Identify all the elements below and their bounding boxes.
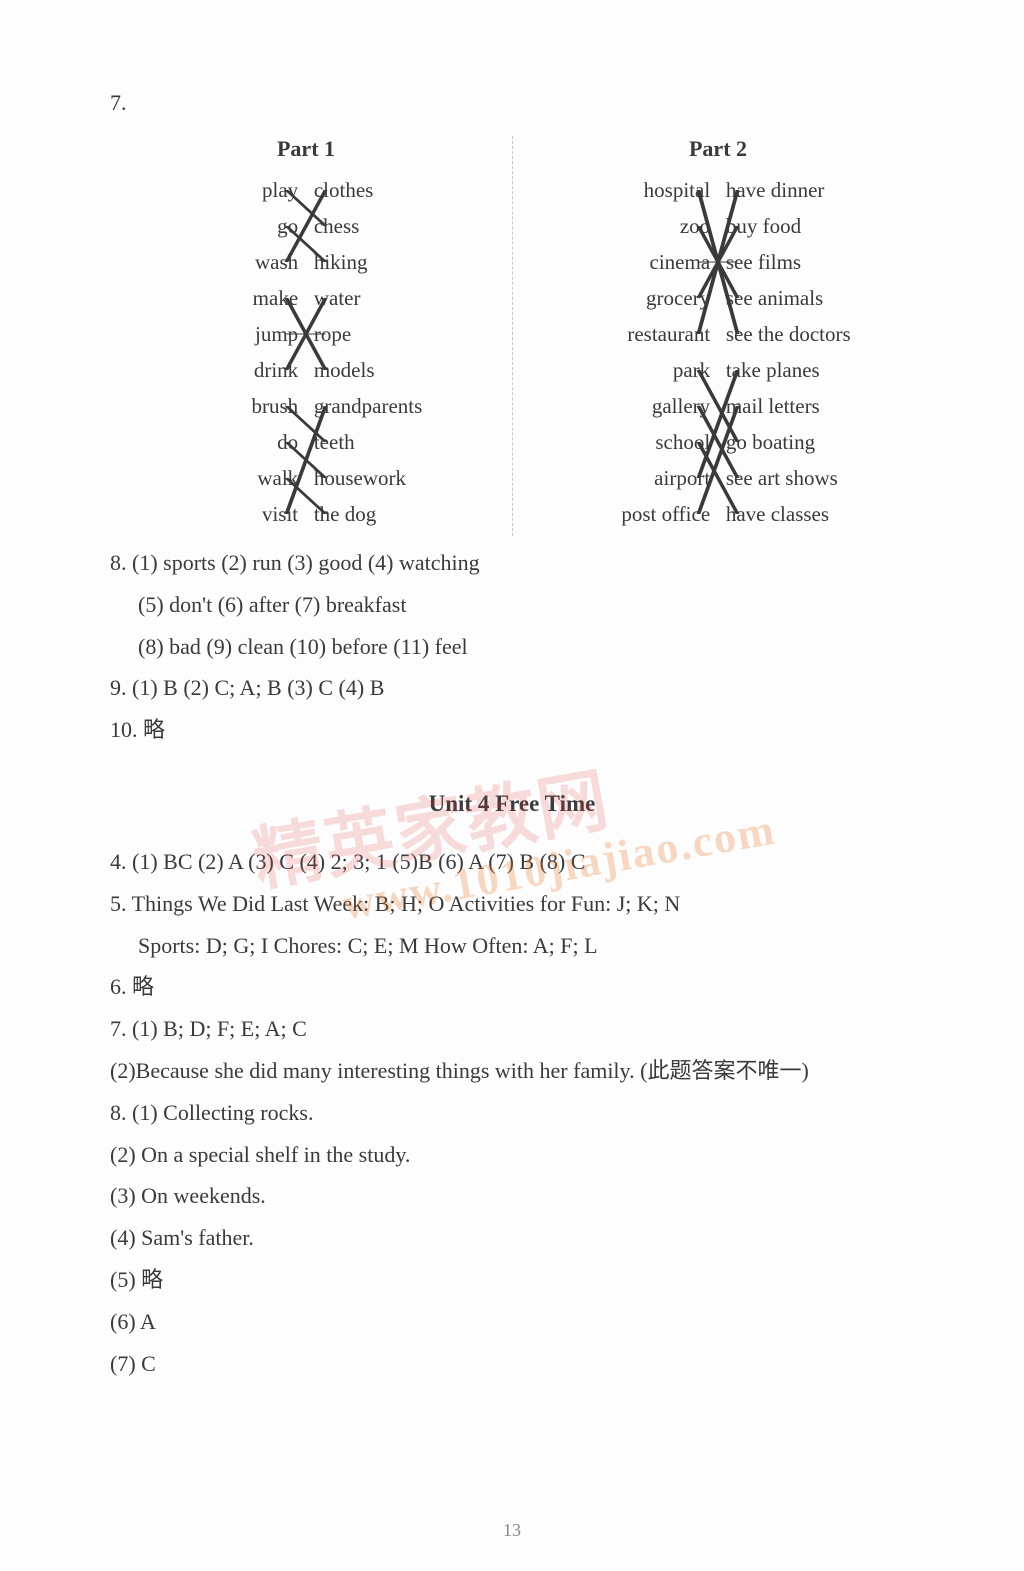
match-word-left: airport	[522, 460, 710, 496]
match-word-right: the dog	[314, 496, 502, 532]
line-8-2: (2) On a special shelf in the study.	[110, 1134, 914, 1176]
line-8a: 8. (1) sports (2) run (3) good (4) watch…	[110, 542, 914, 584]
line-8-1: 8. (1) Collecting rocks.	[110, 1092, 914, 1134]
answers-block-1: 8. (1) sports (2) run (3) good (4) watch…	[110, 542, 914, 751]
match-word-right: see the doctors	[726, 316, 914, 352]
match-word-left: restaurant	[522, 316, 710, 352]
match-word-left: drink	[110, 352, 298, 388]
match-word-right: chess	[314, 208, 502, 244]
match-word-left: post office	[522, 496, 710, 532]
unit-4-title: Unit 4 Free Time	[110, 791, 914, 817]
answers-block-2: 4. (1) BC (2) A (3) C (4) 2; 3; 1 (5)B (…	[110, 841, 914, 1384]
match-word-right: clothes	[314, 172, 502, 208]
part-2-title: Part 2	[522, 136, 914, 162]
part-1-right-column: clotheschesshikingwaterropemodelsgrandpa…	[314, 172, 502, 532]
line-7a: 7. (1) B; D; F; E; A; C	[110, 1008, 914, 1050]
match-word-right: see films	[726, 244, 914, 280]
line-5a: 5. Things We Did Last Week: B; H; O Acti…	[110, 883, 914, 925]
line-10: 10. 略	[110, 709, 914, 751]
match-word-left: hospital	[522, 172, 710, 208]
match-word-left: park	[522, 352, 710, 388]
line-6: 6. 略	[110, 966, 914, 1008]
match-word-left: walk	[110, 460, 298, 496]
match-word-left: grocery	[522, 280, 710, 316]
page-number: 13	[0, 1520, 1024, 1541]
match-word-left: cinema	[522, 244, 710, 280]
part-2-left-column: hospitalzoocinemagroceryrestaurantparkga…	[522, 172, 710, 532]
match-word-right: buy food	[726, 208, 914, 244]
match-word-left: jump	[110, 316, 298, 352]
match-word-right: housework	[314, 460, 502, 496]
match-word-right: see art shows	[726, 460, 914, 496]
match-word-left: wash	[110, 244, 298, 280]
matching-parts-container: Part 1 playgowashmakejumpdrinkbrushdowal…	[110, 136, 914, 532]
match-word-left: make	[110, 280, 298, 316]
line-8-4: (4) Sam's father.	[110, 1217, 914, 1259]
line-8-3: (3) On weekends.	[110, 1175, 914, 1217]
line-8-6: (6) A	[110, 1301, 914, 1343]
match-word-right: rope	[314, 316, 502, 352]
line-4: 4. (1) BC (2) A (3) C (4) 2; 3; 1 (5)B (…	[110, 841, 914, 883]
match-word-right: water	[314, 280, 502, 316]
part-1: Part 1 playgowashmakejumpdrinkbrushdowal…	[110, 136, 502, 532]
line-8-5: (5) 略	[110, 1259, 914, 1301]
match-word-left: gallery	[522, 388, 710, 424]
match-word-left: zoo	[522, 208, 710, 244]
match-word-right: models	[314, 352, 502, 388]
match-word-right: have classes	[726, 496, 914, 532]
question-7-label: 7.	[110, 90, 914, 116]
line-9: 9. (1) B (2) C; A; B (3) C (4) B	[110, 667, 914, 709]
part-1-title: Part 1	[110, 136, 502, 162]
line-8b: (5) don't (6) after (7) breakfast	[110, 584, 914, 626]
line-8-7: (7) C	[110, 1343, 914, 1385]
match-word-left: brush	[110, 388, 298, 424]
part-2-right-column: have dinnerbuy foodsee filmssee animalss…	[726, 172, 914, 532]
match-word-right: have dinner	[726, 172, 914, 208]
line-5b: Sports: D; G; I Chores: C; E; M How Ofte…	[110, 925, 914, 967]
part-1-columns: playgowashmakejumpdrinkbrushdowalkvisit …	[110, 172, 502, 532]
match-word-right: teeth	[314, 424, 502, 460]
part-1-left-column: playgowashmakejumpdrinkbrushdowalkvisit	[110, 172, 298, 532]
match-word-right: see animals	[726, 280, 914, 316]
parts-divider	[512, 136, 513, 536]
line-7b: (2)Because she did many interesting thin…	[110, 1050, 914, 1092]
match-word-right: take planes	[726, 352, 914, 388]
part-2-columns: hospitalzoocinemagroceryrestaurantparkga…	[522, 172, 914, 532]
match-word-left: school	[522, 424, 710, 460]
match-word-left: visit	[110, 496, 298, 532]
match-word-right: hiking	[314, 244, 502, 280]
match-word-right: go boating	[726, 424, 914, 460]
match-word-right: mail letters	[726, 388, 914, 424]
match-word-left: play	[110, 172, 298, 208]
match-word-left: do	[110, 424, 298, 460]
match-word-right: grandparents	[314, 388, 502, 424]
match-word-left: go	[110, 208, 298, 244]
part-2: Part 2 hospitalzoocinemagroceryrestauran…	[522, 136, 914, 532]
line-8c: (8) bad (9) clean (10) before (11) feel	[110, 626, 914, 668]
